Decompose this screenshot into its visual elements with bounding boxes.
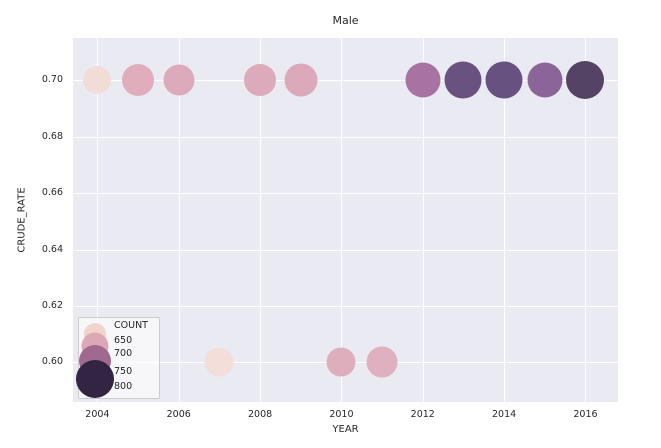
y-gridline <box>73 306 618 308</box>
data-point-bubble <box>122 64 155 97</box>
data-point-bubble <box>244 64 277 97</box>
data-point-bubble <box>366 346 398 378</box>
x-tick-label: 2008 <box>247 409 273 420</box>
y-tick-label: 0.68 <box>41 130 63 142</box>
y-gridline <box>73 136 618 138</box>
plot-area <box>73 38 618 402</box>
legend-item-label: 650 <box>114 335 133 346</box>
data-point-bubble <box>83 66 112 95</box>
data-point-bubble <box>485 61 523 99</box>
y-gridline <box>73 80 618 82</box>
legend-title: COUNT <box>114 320 148 331</box>
y-tick-label: 0.70 <box>41 74 63 86</box>
y-gridline <box>73 193 618 195</box>
data-point-bubble <box>163 64 195 96</box>
data-point-bubble <box>405 62 441 98</box>
x-tick-label: 2006 <box>166 409 191 420</box>
data-point-bubble <box>566 61 605 100</box>
data-point-bubble <box>284 63 318 97</box>
y-tick-label: 0.60 <box>41 356 63 368</box>
x-tick-label: 2012 <box>410 409 435 420</box>
x-tick-label: 2014 <box>492 409 517 420</box>
data-point-bubble <box>444 61 482 99</box>
x-gridline <box>260 38 262 402</box>
y-tick-label: 0.64 <box>41 243 63 255</box>
legend-item-label: 750 <box>114 366 133 377</box>
x-gridline <box>585 38 587 402</box>
legend-item-label: 800 <box>114 381 133 392</box>
y-tick-label: 0.66 <box>41 187 63 199</box>
x-gridline <box>178 38 180 402</box>
data-point-bubble <box>527 62 563 98</box>
x-tick-label: 2010 <box>329 409 354 420</box>
x-tick-label: 2016 <box>573 409 598 420</box>
legend: COUNT 650 700 750 800 <box>76 317 160 399</box>
x-gridline <box>422 38 424 402</box>
y-tick-label: 0.62 <box>41 300 63 312</box>
x-tick-label: 2004 <box>85 409 110 420</box>
chart-title: Male <box>332 14 359 27</box>
x-gridline <box>97 38 99 402</box>
x-axis-label: YEAR <box>332 424 359 435</box>
data-point-bubble <box>326 347 356 377</box>
x-gridline <box>504 38 506 402</box>
data-point-bubble <box>204 347 234 377</box>
legend-swatch <box>76 360 114 398</box>
x-gridline <box>341 38 343 402</box>
y-gridline <box>73 249 618 251</box>
legend-item-label: 700 <box>114 348 133 359</box>
